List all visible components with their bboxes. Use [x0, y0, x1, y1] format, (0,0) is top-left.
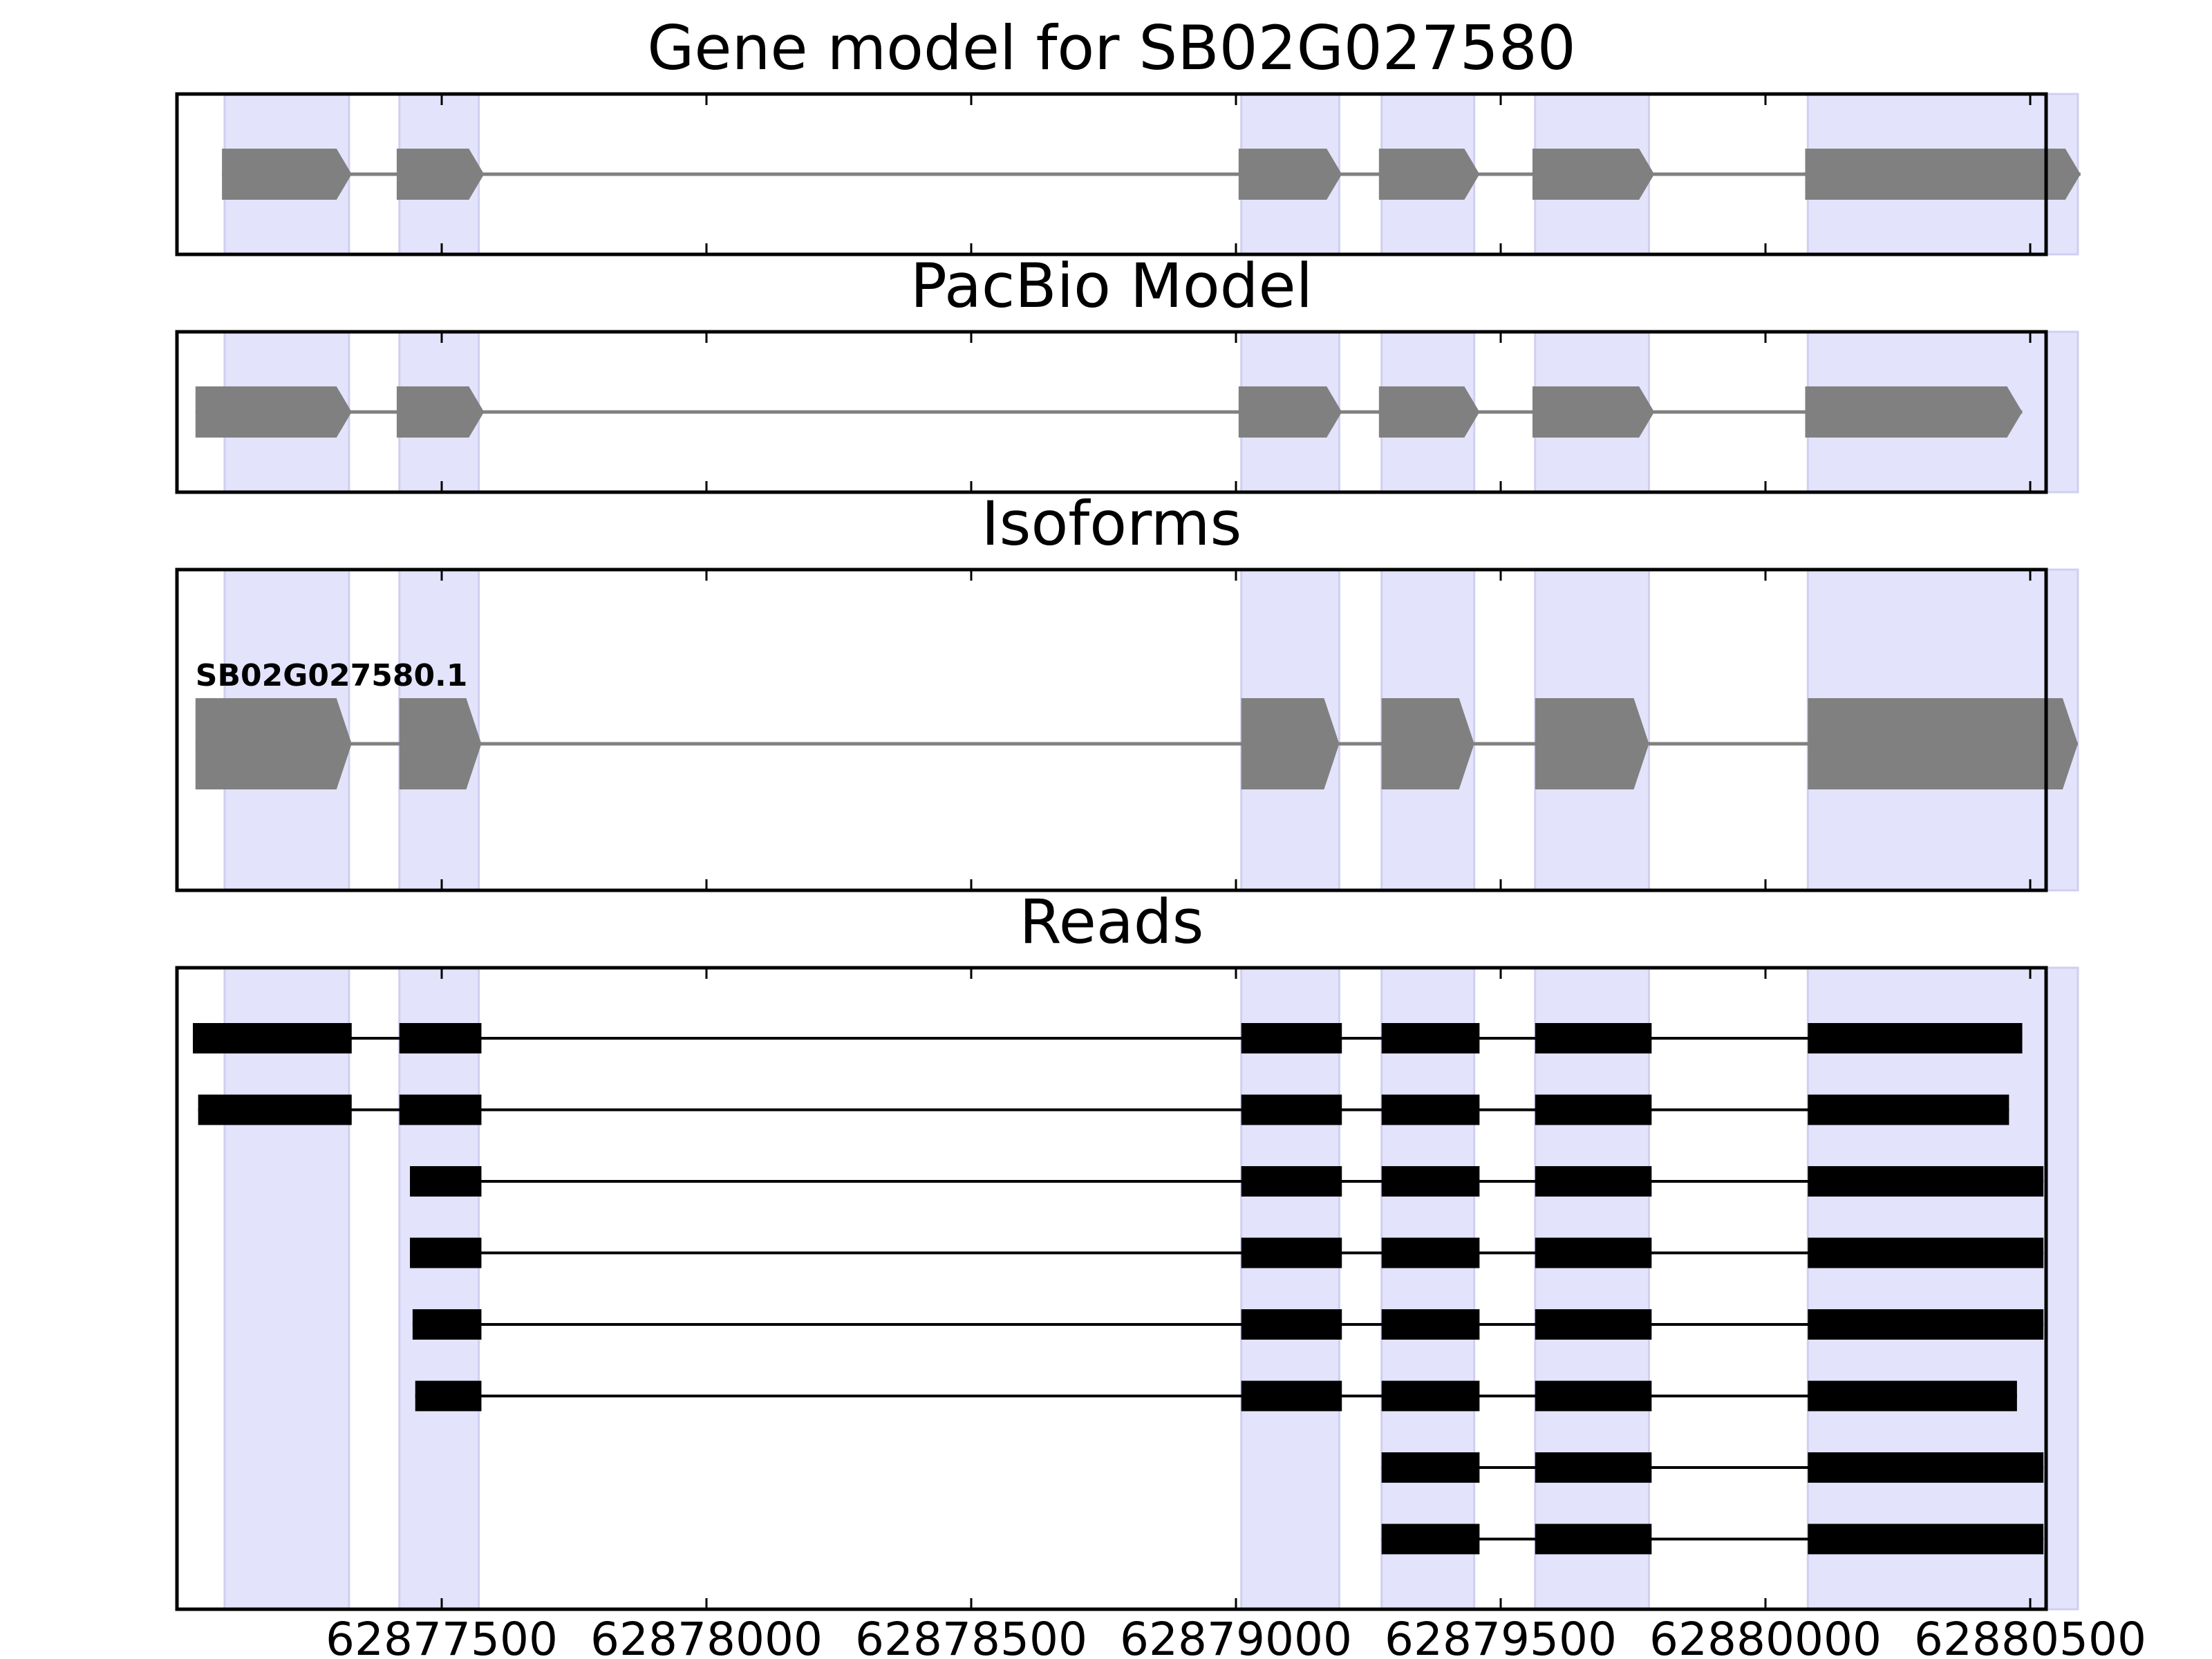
- read-exon-block: [1808, 1524, 2044, 1555]
- exon-highlight-band: [398, 966, 480, 1611]
- x-tick-label: 62877500: [326, 1613, 558, 1659]
- exon-arrow: [1241, 698, 1340, 789]
- x-tick-label: 62880500: [1914, 1613, 2146, 1659]
- exon-highlight-band: [1380, 966, 1476, 1611]
- isoform-label: SB02G027580.1: [196, 658, 468, 693]
- read-exon-block: [1535, 1023, 1652, 1053]
- panel-title: PacBio Model: [910, 250, 1313, 321]
- x-tick-label: 62879500: [1385, 1613, 1617, 1659]
- x-tick-label: 62878000: [590, 1613, 823, 1659]
- read-exon-block: [412, 1309, 482, 1340]
- exon-arrow: [195, 698, 352, 789]
- read-exon-block: [1381, 1452, 1480, 1483]
- read-exon-block: [410, 1166, 482, 1197]
- read-exon-block: [1241, 1166, 1342, 1197]
- read-exon-block: [192, 1023, 352, 1053]
- read-exon-block: [1535, 1452, 1652, 1483]
- read-exon-block: [1381, 1380, 1480, 1412]
- read-exon-block: [1808, 1452, 2044, 1483]
- exon-arrow: [1378, 149, 1480, 200]
- read-exon-block: [1808, 1166, 2044, 1197]
- exon-arrow: [1381, 698, 1474, 789]
- read-exon-block: [1241, 1380, 1342, 1412]
- x-tick-label: 62880000: [1649, 1613, 1882, 1659]
- exon-highlight-band: [1534, 966, 1650, 1611]
- exon-highlight-band: [1240, 966, 1340, 1611]
- exon-arrow: [1532, 386, 1655, 438]
- x-tick-label: 62878500: [855, 1613, 1087, 1659]
- read-exon-block: [1535, 1309, 1652, 1340]
- exon-arrow: [1805, 149, 2081, 200]
- read-exon-block: [1808, 1380, 2017, 1412]
- x-tick-label: 62879000: [1120, 1613, 1352, 1659]
- read-exon-block: [198, 1094, 352, 1125]
- exon-arrow: [396, 149, 485, 200]
- read-exon-block: [1241, 1237, 1342, 1268]
- read-exon-block: [1535, 1380, 1652, 1412]
- exon-arrow: [1535, 698, 1649, 789]
- read-exon-block: [1535, 1166, 1652, 1197]
- read-exon-block: [1381, 1309, 1480, 1340]
- exon-highlight-band: [223, 966, 350, 1611]
- panel-frame: [175, 330, 2048, 494]
- exon-arrow: [396, 386, 485, 438]
- read-exon-block: [1808, 1094, 2009, 1125]
- read-exon-block: [1808, 1309, 2044, 1340]
- x-axis: 62877500 62878000 62878500 62879000 62879500…: [326, 1613, 2146, 1659]
- exon-arrow: [195, 386, 352, 438]
- exon-arrow: [1532, 149, 1655, 200]
- read-exon-block: [415, 1380, 482, 1412]
- read-exon-block: [1241, 1094, 1342, 1125]
- panel-frame: [175, 92, 2048, 256]
- read-exon-block: [1381, 1524, 1480, 1555]
- read-exon-block: [1381, 1166, 1480, 1197]
- read-exon-block: [1381, 1023, 1480, 1053]
- read-exon-block: [1381, 1237, 1480, 1268]
- panel-frame: [175, 966, 2048, 1611]
- gene-model-panel: Gene model for SB02G027580: [175, 12, 2081, 256]
- exon-arrow: [1238, 149, 1342, 200]
- exon-arrow: [222, 149, 352, 200]
- panel-frame: [175, 568, 2048, 892]
- read-exon-block: [1535, 1237, 1652, 1268]
- read-exon-block: [1241, 1023, 1342, 1053]
- exon-arrow: [1808, 698, 2078, 789]
- panel-title: Isoforms: [982, 488, 1242, 559]
- read-exon-block: [1381, 1094, 1480, 1125]
- isoforms-panel: Isoforms SB02G027580.1: [175, 488, 2079, 892]
- reads-panel: Reads: [175, 886, 2079, 1611]
- exon-arrow: [1378, 386, 1480, 438]
- read-exon-block: [399, 1094, 482, 1125]
- panel-title: Gene model for SB02G027580: [647, 12, 1576, 84]
- read-exon-block: [1808, 1023, 2023, 1053]
- read-exon-block: [1535, 1524, 1652, 1555]
- read-exon-block: [1808, 1237, 2044, 1268]
- exon-arrow: [1805, 386, 2023, 438]
- read-exon-block: [1241, 1309, 1342, 1340]
- read-exon-block: [410, 1237, 482, 1268]
- read-exon-block: [1535, 1094, 1652, 1125]
- panel-title: Reads: [1020, 886, 1204, 957]
- read-exon-block: [399, 1023, 482, 1053]
- exon-highlight-band: [1806, 966, 2079, 1611]
- pacbio-model-panel: PacBio Model: [175, 250, 2079, 494]
- exon-arrow: [399, 698, 482, 789]
- exon-arrow: [1238, 386, 1342, 438]
